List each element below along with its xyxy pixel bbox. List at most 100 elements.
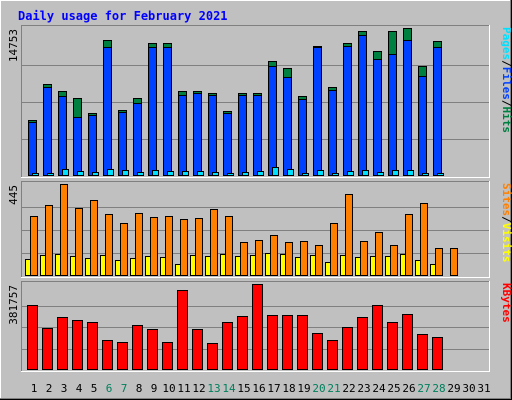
x-tick-label-day-11: 11 [177,382,190,395]
bar-kbytes-day-11 [177,290,188,370]
x-tick-label-day-5: 5 [91,382,98,395]
x-tick-label-day-7: 7 [121,382,128,395]
bar-kbytes-day-13 [207,343,218,370]
bar-files-day-5 [88,115,97,176]
bar-pages-day-23 [362,170,369,176]
bar-sites-day-24 [375,232,383,276]
bar-sites-day-16 [255,240,263,276]
bar-pages-day-14 [227,173,234,176]
bar-kbytes-day-8 [132,325,143,370]
x-tick-label-day-22: 22 [342,382,355,395]
bar-files-day-24 [373,59,382,176]
legend-item-hits: Hits [500,107,512,134]
bar-kbytes-day-17 [267,315,278,370]
bar-sites-day-23 [360,241,368,276]
legend-hits: Pages/Files/Hits [500,27,512,133]
bar-kbytes-day-23 [357,317,368,370]
x-tick-label-day-29: 29 [447,382,460,395]
bar-files-day-7 [118,112,127,176]
bar-pages-day-8 [137,172,144,176]
legend-item-visits: Visits [500,223,512,263]
x-tick-label-day-25: 25 [387,382,400,395]
x-tick-label-day-6: 6 [106,382,113,395]
x-tick-label-day-3: 3 [61,382,68,395]
bar-kbytes-day-26 [402,314,413,370]
bar-files-day-10 [163,47,172,176]
bar-kbytes-day-22 [342,327,353,370]
bar-sites-day-1 [30,216,38,276]
legend-visits: Sites/Visits [500,183,512,263]
legend-hits-text: Pages/Files/Hits [500,27,512,133]
bar-sites-day-26 [405,214,413,276]
bar-pages-day-19 [302,173,309,176]
bar-files-day-22 [343,46,352,176]
bar-sites-day-15 [240,242,248,276]
x-tick-label-day-20: 20 [312,382,325,395]
bar-files-day-12 [193,93,202,176]
bar-pages-day-10 [167,171,174,176]
bar-sites-day-18 [285,242,293,276]
bar-files-day-8 [133,103,142,176]
x-tick-label-day-24: 24 [372,382,386,395]
bar-sites-day-3 [60,184,68,276]
bar-pages-day-16 [257,171,264,176]
bar-kbytes-day-3 [57,317,68,370]
bar-files-day-15 [238,95,247,176]
x-tick-label-day-30: 30 [462,382,475,395]
bar-kbytes-day-24 [372,305,383,370]
bar-sites-day-9 [150,217,158,276]
legend-separator: / [500,100,512,107]
bar-kbytes-day-7 [117,342,128,370]
legend-item-kbytes: KBytes [500,283,512,323]
x-tick-label-day-15: 15 [237,382,250,395]
x-tick-label-day-2: 2 [46,382,53,395]
bar-sites-day-8 [135,213,143,276]
bar-files-day-9 [148,47,157,176]
bar-pages-day-15 [242,172,249,176]
bar-pages-day-6 [107,169,114,176]
max-label-kbytes: 381757 [7,285,20,325]
bar-pages-day-25 [392,170,399,176]
bar-files-day-25 [388,54,397,176]
bar-kbytes-day-19 [297,315,308,370]
legend-item-files: Files [500,67,512,100]
bar-files-day-4 [73,117,82,176]
x-tick-label-day-26: 26 [402,382,415,395]
bar-files-day-16 [253,95,262,176]
bar-kbytes-day-10 [162,342,173,370]
x-tick-label-day-31: 31 [477,382,490,395]
bar-sites-day-10 [165,216,173,276]
x-tick-label-day-16: 16 [252,382,265,395]
bar-kbytes-day-25 [387,322,398,370]
bar-pages-day-26 [407,170,414,176]
bar-sites-day-20 [315,245,323,276]
panel-visits: 445 Sites/Visits [7,181,512,278]
bar-sites-day-22 [345,194,353,276]
bar-pages-day-3 [62,169,69,176]
x-axis-labels: 1 2 3 4 5 6 7 8 9 10 11 12 13 14 15 16 17 18 19 20 21 22 23 24 2… [31,382,491,395]
bar-pages-day-2 [47,173,54,176]
bar-pages-day-11 [182,171,189,176]
bar-files-day-14 [223,113,232,176]
bar-files-day-1 [28,122,37,176]
bar-pages-day-4 [77,171,84,176]
bar-kbytes-day-15 [237,316,248,370]
x-tick-label-day-10: 10 [162,382,175,395]
x-tick-label-day-9: 9 [151,382,158,395]
bar-kbytes-day-6 [102,340,113,370]
bar-sites-day-12 [195,218,203,276]
legend-kbytes-text: KBytes [500,283,512,323]
max-label-visits: 445 [7,185,20,205]
legend-visits-text: Sites/Visits [500,183,512,263]
legend-separator: / [500,216,512,223]
legend-item-pages: Pages [500,27,512,60]
bar-kbytes-day-4 [72,320,83,370]
bar-files-day-2 [43,87,52,176]
bar-files-day-21 [328,90,337,176]
bar-files-day-18 [283,77,292,176]
bar-files-day-23 [358,35,367,176]
bar-sites-day-14 [225,216,233,276]
bar-sites-day-27 [420,203,428,276]
